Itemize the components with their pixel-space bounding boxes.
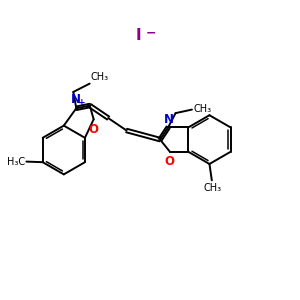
Text: N: N [71,93,81,106]
Text: CH₃: CH₃ [91,72,109,82]
Text: +: + [78,98,86,107]
Text: I: I [135,28,141,43]
Text: H₃C: H₃C [7,157,26,166]
Text: O: O [88,124,98,136]
Text: CH₃: CH₃ [193,104,211,114]
Text: N: N [164,112,173,126]
Text: O: O [164,155,174,168]
Text: −: − [146,26,156,39]
Text: CH₃: CH₃ [203,183,221,193]
